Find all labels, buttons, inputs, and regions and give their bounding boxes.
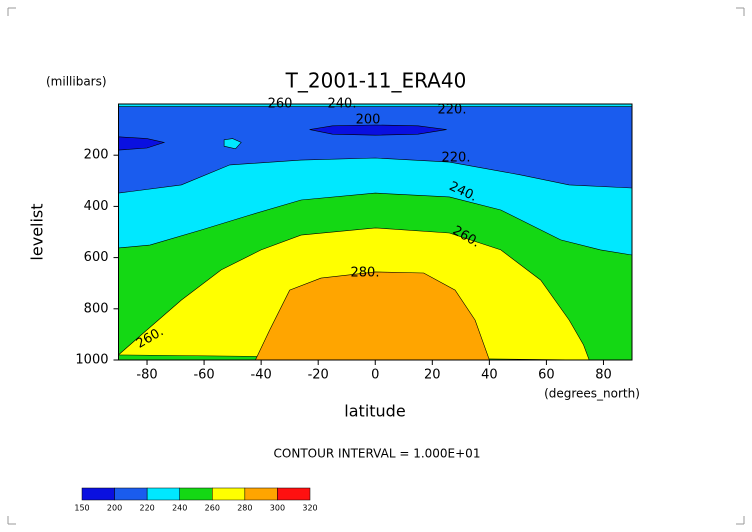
colorbar-label: 320 <box>302 504 317 513</box>
x-tick-label: 60 <box>538 368 555 383</box>
contour-region <box>255 271 490 360</box>
x-tick-label: -40 <box>251 368 272 383</box>
contour-region <box>118 104 632 107</box>
contour-label: 280. <box>351 266 380 281</box>
colorbar-label: 260 <box>205 504 220 513</box>
contour-label: 200 <box>356 113 381 128</box>
x-tick-label: 0 <box>371 368 379 383</box>
x-axis-label: latitude <box>344 402 405 421</box>
colorbar-box <box>179 487 213 501</box>
colorbar-label: 240 <box>172 504 187 513</box>
crop-marks <box>7 7 745 525</box>
colorbar-label: 220 <box>140 504 155 513</box>
x-tick-label: 40 <box>481 368 498 383</box>
y-units: (millibars) <box>46 75 107 89</box>
x-tick-label: 20 <box>424 368 441 383</box>
y-tick-label: 200 <box>84 148 109 163</box>
colorbar-box <box>114 487 148 501</box>
y-tick-label: 800 <box>84 301 109 316</box>
y-tick-label: 1000 <box>75 353 108 368</box>
contour-label: 220. <box>442 151 471 166</box>
footnote: CONTOUR INTERVAL = 1.000E+01 <box>274 447 481 461</box>
y-tick-label: 400 <box>84 199 109 214</box>
y-tick-label: 600 <box>84 250 109 265</box>
colorbar-label: 280 <box>237 504 252 513</box>
colorbar-box <box>277 487 311 501</box>
chart-title: T_2001-11_ERA40 <box>285 69 467 93</box>
colorbar-label: 150 <box>74 504 89 513</box>
contour-region <box>309 124 447 136</box>
x-tick-label: 80 <box>595 368 612 383</box>
contour-region <box>223 138 242 150</box>
colorbar-box <box>244 487 278 501</box>
x-tick-label: -20 <box>308 368 329 383</box>
contour-region <box>118 136 166 151</box>
contour-label: 220. <box>438 103 467 118</box>
colorbar-box <box>81 487 115 501</box>
x-tick-label: -80 <box>136 368 157 383</box>
x-units: (degrees_north) <box>544 387 640 401</box>
colorbar-box <box>212 487 246 501</box>
x-tick-label: -60 <box>193 368 214 383</box>
y-axis-label: levelist <box>28 203 47 260</box>
colorbar-label: 200 <box>107 504 122 513</box>
colorbar-label: 300 <box>270 504 285 513</box>
colorbar-box <box>146 487 180 501</box>
